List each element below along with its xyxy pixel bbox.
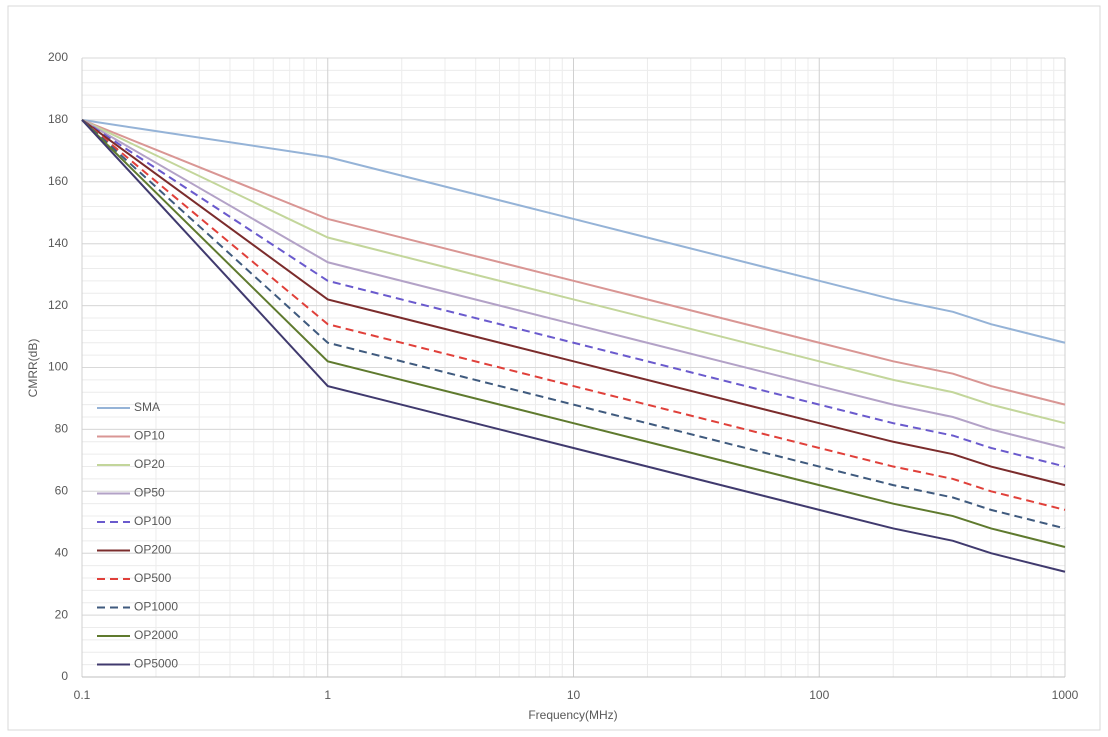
x-axis-label: Frequency(MHz)	[528, 708, 617, 722]
x-tick-label: 1	[324, 688, 331, 702]
legend-label: OP20	[134, 457, 165, 471]
series-line	[81, 119, 1066, 449]
y-tick-label: 60	[55, 483, 69, 497]
y-tick-label: 20	[55, 607, 69, 621]
series-line	[81, 119, 1066, 548]
x-tick-label: 0.1	[74, 688, 91, 702]
series-line	[81, 118, 1066, 425]
y-tick-label: 100	[48, 360, 68, 374]
legend-label: OP500	[134, 571, 172, 585]
legend-label: OP5000	[134, 657, 178, 671]
y-tick-label: 200	[48, 50, 68, 64]
series-line	[81, 118, 1066, 406]
series-line	[81, 118, 1066, 344]
series-line	[81, 119, 1066, 468]
legend-label: OP200	[134, 543, 172, 557]
legend-label: SMA	[134, 400, 160, 414]
y-tick-label: 180	[48, 112, 68, 126]
legend-label: OP10	[134, 429, 165, 443]
series-line	[81, 119, 1066, 573]
x-tick-label: 100	[809, 688, 829, 702]
y-tick-label: 140	[48, 236, 68, 250]
y-axis-label: CMRR(dB)	[26, 339, 40, 398]
legend-label: OP1000	[134, 600, 178, 614]
y-tick-label: 160	[48, 174, 68, 188]
x-tick-label: 10	[567, 688, 581, 702]
y-tick-label: 40	[55, 545, 69, 559]
legend-label: OP100	[134, 514, 172, 528]
legend-label: OP50	[134, 486, 165, 500]
series-line	[81, 119, 1066, 511]
y-tick-label: 0	[61, 669, 68, 683]
y-tick-label: 80	[55, 422, 69, 436]
y-tick-label: 120	[48, 298, 68, 312]
series-line	[81, 119, 1066, 487]
legend-label: OP2000	[134, 628, 178, 642]
series-line	[81, 119, 1066, 530]
x-tick-label: 1000	[1052, 688, 1079, 702]
